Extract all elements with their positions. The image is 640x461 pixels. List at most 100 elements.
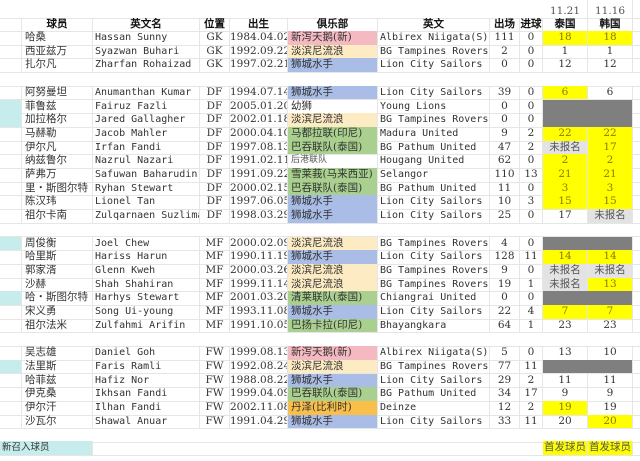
birth-date: 1992.09.22	[230, 44, 288, 59]
new-call-up-marker	[0, 85, 22, 100]
appearances: 9	[490, 263, 520, 278]
not-called-up-cell	[543, 99, 633, 114]
club-en: Lion City Sailors	[378, 305, 490, 319]
position: DF	[200, 140, 230, 155]
date-thailand: 11.21	[543, 0, 588, 18]
birth-date: 2000.03.26	[230, 263, 288, 278]
new-call-up-marker	[0, 346, 22, 360]
thailand-shirt-number: 18	[543, 31, 588, 45]
appearances: 47	[490, 140, 520, 155]
club-cn: 新泻天鹅(新)	[288, 31, 378, 45]
club-cn: 淡滨尼流浪	[288, 113, 378, 127]
blank-row	[0, 223, 640, 238]
thailand-shirt-number: 19	[543, 400, 588, 415]
table-row: 陈汉玮 Lionel Tan DF 1997.06.05 狮城水手 Lion City S…	[0, 195, 640, 211]
table-row: 扎尔凡 Zharfan Rohaizad GK 1997.02.21 狮城水手 Lion …	[0, 58, 640, 74]
appearances: 110	[490, 168, 520, 182]
new-call-up-marker	[0, 414, 22, 429]
club-cn: 丹泽(比利时)	[288, 400, 378, 415]
club-en: Lion City Sailors	[378, 250, 490, 264]
korea-shirt-number: 7	[588, 305, 633, 319]
appearances: 2	[490, 44, 520, 59]
appearances: 5	[490, 346, 520, 360]
player-name-en: Fairuz Fazli	[93, 99, 200, 114]
header-club: 俱乐部	[288, 18, 378, 32]
birth-date: 2000.02.09	[230, 236, 288, 251]
table-row: 菲鲁兹 Fairuz Fazli DF 2005.01.20 幼狮 Young Lions…	[0, 99, 640, 115]
thailand-shirt-number: 3	[543, 181, 588, 196]
table-row: 吴志雄 Daniel Goh FW 1999.08.13 新泻天鹅(新) Albirex …	[0, 346, 640, 361]
table-row: 宋义勇 Song Ui-young MF 1993.11.08 狮城水手 Lion Cit…	[0, 305, 640, 320]
goals: 1	[520, 318, 543, 333]
goals: 0	[520, 181, 543, 196]
header-apps: 出场	[490, 18, 520, 32]
player-name-en: Shah Shahiran	[93, 277, 200, 292]
goals: 3	[520, 195, 543, 210]
position: DF	[200, 195, 230, 210]
club-cn: 狮城水手	[288, 305, 378, 319]
appearances: 39	[490, 85, 520, 100]
position: DF	[200, 154, 230, 168]
position: GK	[200, 44, 230, 59]
club-en: Young Lions	[378, 99, 490, 114]
club-cn: 狮城水手	[288, 195, 378, 210]
korea-shirt-number: 11	[588, 373, 633, 388]
thailand-shirt-number: 9	[543, 387, 588, 401]
club-en: BG Tampines Rovers	[380, 236, 490, 251]
player-name-cn: 伊克桑	[22, 387, 93, 401]
player-name-en: Shawal Anuar	[93, 414, 200, 429]
goals: 2	[520, 373, 543, 388]
position: DF	[200, 181, 230, 196]
club-cn: 淡滨尼流浪	[288, 263, 378, 278]
new-call-up-marker	[0, 113, 22, 127]
legend-new-call-up: 新召入球员	[0, 441, 93, 455]
club-en: Madura United	[378, 126, 490, 141]
birth-date: 2005.01.20	[230, 99, 288, 114]
club-en: Lion City Sailors	[378, 195, 490, 210]
club-en: BG Pathum United	[378, 140, 490, 155]
table-row: 纳兹鲁尔 Nazrul Nazari DF 1991.02.11 后港联队 Hougang…	[0, 154, 640, 169]
club-en: BG Tampines Rovers	[380, 44, 490, 59]
table-row: 马赫勒 Jacob Mahler DF 2000.04.10 马都拉联(印尼) Madur…	[0, 126, 640, 142]
not-called-up-cell	[543, 113, 633, 127]
position: FW	[200, 414, 230, 429]
not-called-up-cell	[543, 359, 633, 374]
table-row: 祖尔法米 Zulfahmi Arifin MF 1991.10.05 巴扬卡拉(印尼) B…	[0, 318, 640, 334]
club-cn: 淡滨尼流浪	[288, 236, 378, 251]
club-cn: 淡滨尼流浪	[288, 359, 378, 374]
player-name-en: Ryhan Stewart	[93, 181, 200, 196]
thailand-shirt-number: 17	[543, 209, 588, 223]
table-row: 加拉格尔 Jared Gallagher DF 2002.01.18 淡滨尼流浪 BG T…	[0, 113, 640, 128]
player-name-cn: 阿努曼坦	[22, 85, 93, 100]
header-thailand: 泰国	[543, 18, 588, 32]
new-call-up-marker	[0, 277, 22, 292]
position: MF	[200, 263, 230, 278]
legend-starter-korea: 首发球员	[588, 441, 633, 455]
player-name-cn: 哈菲兹	[22, 373, 93, 388]
birth-date: 1984.04.02	[230, 31, 288, 45]
position: GK	[200, 31, 230, 45]
club-en: Lion City Sailors	[378, 58, 490, 73]
birth-date: 1999.08.13	[230, 346, 288, 360]
goals: 2	[520, 126, 543, 141]
player-name-cn: 宋义勇	[22, 305, 93, 319]
goals: 0	[520, 346, 543, 360]
korea-shirt-number: 未报名	[588, 263, 633, 278]
new-call-up-marker	[0, 168, 22, 182]
new-call-up-marker	[0, 305, 22, 319]
new-call-up-marker	[0, 195, 22, 210]
goals: 0	[520, 291, 543, 305]
new-call-up-marker	[0, 154, 22, 168]
korea-shirt-number: 14	[588, 250, 633, 264]
appearances: 77	[490, 359, 520, 374]
club-cn: 清莱联队(泰国)	[288, 291, 378, 305]
table-row: 里・斯图尔特 Ryhan Stewart DF 2000.02.15 巴吞联队(泰国) B…	[0, 181, 640, 197]
club-cn: 巴扬卡拉(印尼)	[288, 318, 378, 333]
club-cn: 狮城水手	[288, 250, 378, 264]
player-name-cn: 沙瓦尔	[22, 414, 93, 429]
thailand-shirt-number: 23	[543, 318, 588, 333]
thailand-shirt-number: 22	[543, 126, 588, 141]
table-row: 伊尔凡 Irfan Fandi DF 1997.08.13 巴吞联队(泰国) BG Pat…	[0, 140, 640, 156]
birth-date: 1990.11.19	[230, 250, 288, 264]
player-name-cn: 马赫勒	[22, 126, 93, 141]
